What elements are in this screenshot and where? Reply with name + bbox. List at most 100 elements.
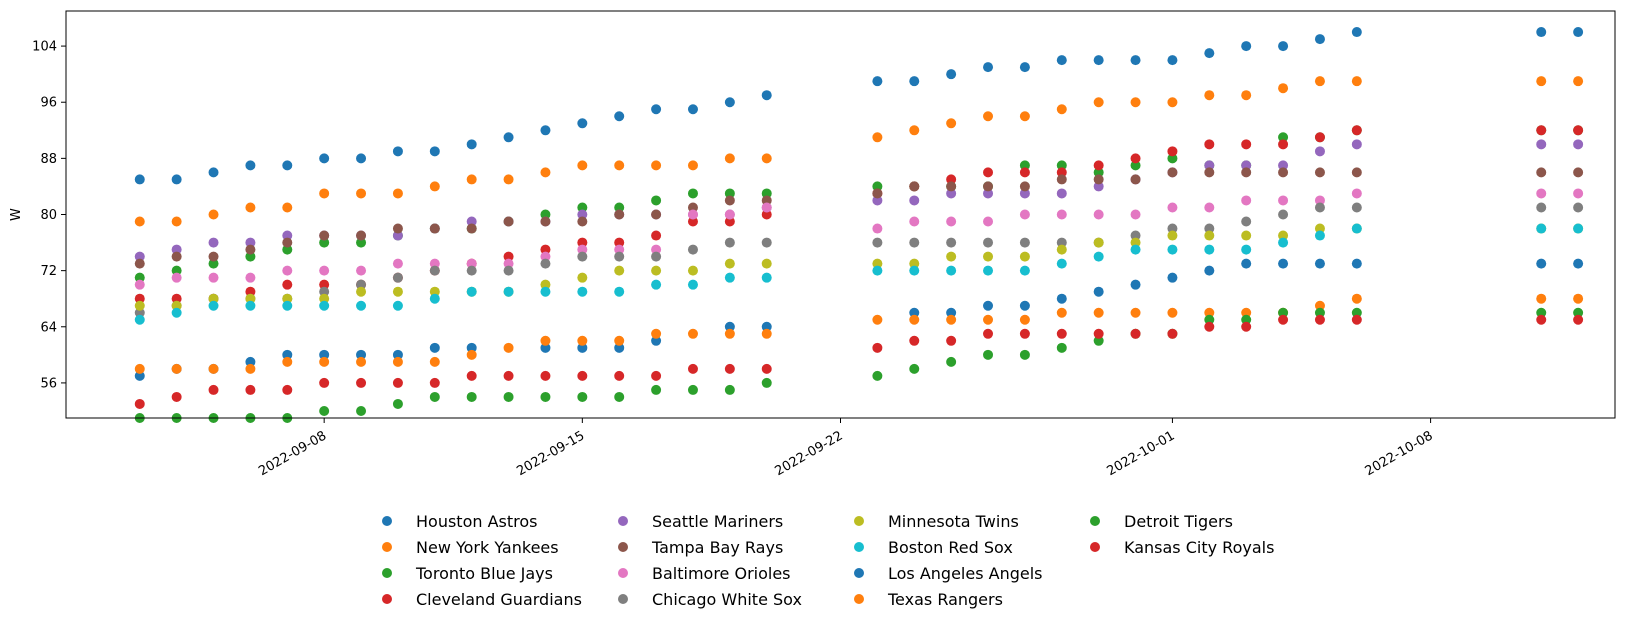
data-point bbox=[983, 62, 994, 73]
data-point bbox=[1056, 328, 1067, 339]
legend-marker bbox=[854, 542, 864, 552]
data-point bbox=[1093, 181, 1104, 192]
data-point bbox=[1167, 230, 1178, 241]
data-point bbox=[761, 272, 772, 283]
data-point bbox=[1093, 174, 1104, 185]
legend-item: Baltimore Orioles bbox=[618, 562, 854, 584]
data-point bbox=[946, 69, 957, 80]
data-point bbox=[503, 370, 514, 381]
data-point bbox=[134, 272, 145, 283]
y-tick-label: 80 bbox=[40, 208, 57, 223]
data-point bbox=[1167, 167, 1178, 178]
data-point bbox=[1241, 195, 1252, 206]
data-point bbox=[208, 384, 219, 395]
data-point bbox=[282, 300, 293, 311]
data-point bbox=[1241, 321, 1252, 332]
data-point bbox=[429, 356, 440, 367]
data-point bbox=[429, 342, 440, 353]
data-point bbox=[1167, 272, 1178, 283]
data-point bbox=[392, 272, 403, 283]
data-point bbox=[208, 251, 219, 262]
data-point bbox=[614, 251, 625, 262]
y-tick-label: 72 bbox=[40, 264, 57, 279]
legend-marker bbox=[854, 568, 864, 578]
data-point bbox=[392, 398, 403, 409]
data-point bbox=[872, 342, 883, 353]
data-point bbox=[1314, 195, 1325, 206]
data-point bbox=[909, 363, 920, 374]
data-point bbox=[577, 209, 588, 220]
data-point bbox=[946, 251, 957, 262]
data-point bbox=[134, 314, 145, 325]
data-point bbox=[134, 174, 145, 185]
data-point bbox=[1204, 314, 1215, 325]
data-point bbox=[208, 209, 219, 220]
data-point bbox=[1167, 223, 1178, 234]
data-point bbox=[983, 314, 994, 325]
data-point bbox=[540, 251, 551, 262]
data-point bbox=[761, 377, 772, 388]
data-point bbox=[1093, 335, 1104, 346]
data-point bbox=[392, 349, 403, 360]
data-point bbox=[1019, 209, 1030, 220]
data-point bbox=[1093, 160, 1104, 171]
data-point bbox=[282, 202, 293, 213]
data-point bbox=[1204, 90, 1215, 101]
data-point bbox=[319, 349, 330, 360]
data-point bbox=[1314, 34, 1325, 45]
data-point bbox=[946, 181, 957, 192]
data-point bbox=[983, 300, 994, 311]
data-point bbox=[1019, 314, 1030, 325]
data-point bbox=[208, 300, 219, 311]
data-point bbox=[171, 363, 182, 374]
legend-label: Baltimore Orioles bbox=[652, 563, 791, 583]
data-point bbox=[245, 286, 256, 297]
data-point bbox=[724, 188, 735, 199]
data-point bbox=[1573, 125, 1584, 136]
data-point bbox=[1167, 97, 1178, 108]
data-point bbox=[1130, 209, 1141, 220]
data-point bbox=[319, 279, 330, 290]
plot-area-frame bbox=[65, 10, 1616, 419]
data-point bbox=[724, 328, 735, 339]
data-point bbox=[282, 237, 293, 248]
data-point bbox=[1278, 209, 1289, 220]
data-point bbox=[1056, 160, 1067, 171]
data-point bbox=[651, 251, 662, 262]
data-point bbox=[1278, 314, 1289, 325]
data-point bbox=[1204, 160, 1215, 171]
x-axis: 2022-09-08 2022-09-15 2022-09-22 2022-10-01… bbox=[256, 418, 1436, 479]
data-point bbox=[540, 216, 551, 227]
data-point bbox=[208, 237, 219, 248]
data-point bbox=[171, 293, 182, 304]
data-point bbox=[245, 300, 256, 311]
data-point bbox=[1278, 132, 1289, 143]
data-point bbox=[724, 209, 735, 220]
legend-marker bbox=[382, 516, 392, 526]
legend-label: Kansas City Royals bbox=[1124, 537, 1275, 557]
data-point bbox=[1241, 230, 1252, 241]
legend-marker bbox=[618, 542, 628, 552]
legend-item: Tampa Bay Rays bbox=[618, 536, 854, 558]
data-point bbox=[245, 272, 256, 283]
data-point bbox=[356, 405, 367, 416]
legend-label: Texas Rangers bbox=[888, 589, 1003, 609]
data-point bbox=[1536, 202, 1547, 213]
data-point bbox=[1056, 244, 1067, 255]
data-point bbox=[466, 286, 477, 297]
data-point bbox=[134, 398, 145, 409]
data-point bbox=[171, 174, 182, 185]
data-point bbox=[946, 335, 957, 346]
data-point bbox=[1019, 300, 1030, 311]
data-point bbox=[614, 209, 625, 220]
data-point bbox=[983, 349, 994, 360]
data-point bbox=[872, 132, 883, 143]
data-point bbox=[1056, 55, 1067, 66]
data-point bbox=[909, 195, 920, 206]
data-point bbox=[245, 293, 256, 304]
data-point bbox=[614, 335, 625, 346]
data-point bbox=[1241, 41, 1252, 52]
data-point bbox=[1536, 307, 1547, 318]
data-point bbox=[319, 293, 330, 304]
data-point bbox=[614, 265, 625, 276]
